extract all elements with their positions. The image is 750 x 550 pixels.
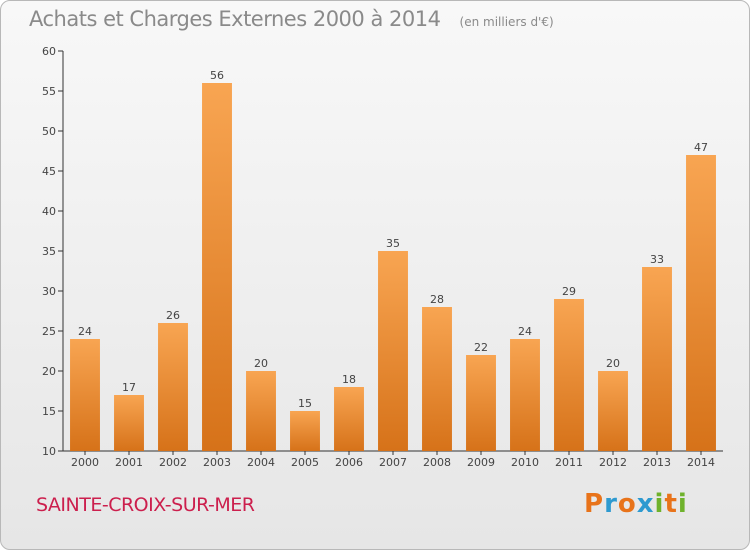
y-tick-label: 15	[42, 405, 56, 418]
bar	[422, 307, 452, 451]
bar-value-label: 56	[210, 69, 224, 82]
bar-value-label: 20	[254, 357, 268, 370]
x-tick-label: 2001	[115, 456, 143, 469]
bar-value-label: 33	[650, 253, 664, 266]
bar	[70, 339, 100, 451]
x-tick-label: 2008	[423, 456, 451, 469]
bar	[334, 387, 364, 451]
bar-value-label: 24	[518, 325, 532, 338]
x-tick-label: 2002	[159, 456, 187, 469]
y-tick-label: 25	[42, 325, 56, 338]
bar	[510, 339, 540, 451]
bar	[114, 395, 144, 451]
chart-title: Achats et Charges Externes 2000 à 2014	[29, 7, 441, 31]
bar-value-label: 35	[386, 237, 400, 250]
y-tick-label: 55	[42, 85, 56, 98]
bar	[378, 251, 408, 451]
x-tick-label: 2013	[643, 456, 671, 469]
y-tick-label: 45	[42, 165, 56, 178]
y-tick-label: 20	[42, 365, 56, 378]
y-tick-label: 10	[42, 445, 56, 458]
logo-letter: i	[677, 489, 688, 519]
bar-value-label: 17	[122, 381, 136, 394]
bar-value-label: 20	[606, 357, 620, 370]
bar	[158, 323, 188, 451]
y-tick-label: 50	[42, 125, 56, 138]
logo-letter: t	[664, 489, 678, 519]
logo-letter: o	[617, 489, 637, 519]
bar	[686, 155, 716, 451]
bar	[466, 355, 496, 451]
x-tick-label: 2006	[335, 456, 363, 469]
x-tick-label: 2007	[379, 456, 407, 469]
bar-value-label: 26	[166, 309, 180, 322]
bar	[598, 371, 628, 451]
x-tick-label: 2004	[247, 456, 275, 469]
x-tick-label: 2005	[291, 456, 319, 469]
bar	[290, 411, 320, 451]
bar-value-label: 28	[430, 293, 444, 306]
bar-value-label: 47	[694, 141, 708, 154]
bar-value-label: 24	[78, 325, 92, 338]
logo-letter: x	[636, 489, 655, 519]
proxiti-logo[interactable]: Proxiti	[584, 489, 688, 519]
y-tick-label: 35	[42, 245, 56, 258]
bar-value-label: 15	[298, 397, 312, 410]
bar-value-label: 29	[562, 285, 576, 298]
y-tick-label: 60	[42, 45, 56, 58]
x-tick-label: 2010	[511, 456, 539, 469]
x-tick-label: 2000	[71, 456, 99, 469]
x-tick-label: 2009	[467, 456, 495, 469]
bar	[554, 299, 584, 451]
x-tick-label: 2012	[599, 456, 627, 469]
x-tick-label: 2003	[203, 456, 231, 469]
bar	[246, 371, 276, 451]
x-tick-label: 2011	[555, 456, 583, 469]
x-tick-label: 2014	[687, 456, 715, 469]
logo-letter: r	[604, 489, 618, 519]
bar-value-label: 18	[342, 373, 356, 386]
logo-letter: P	[584, 489, 605, 519]
bar	[642, 267, 672, 451]
title-row: Achats et Charges Externes 2000 à 2014 (…	[29, 7, 554, 31]
chart-unit: (en milliers d'€)	[459, 15, 554, 29]
bar	[202, 83, 232, 451]
logo-letter: i	[654, 489, 665, 519]
commune-name: SAINTE-CROIX-SUR-MER	[36, 494, 255, 516]
y-tick-label: 40	[42, 205, 56, 218]
bar-value-label: 22	[474, 341, 488, 354]
y-tick-label: 30	[42, 285, 56, 298]
